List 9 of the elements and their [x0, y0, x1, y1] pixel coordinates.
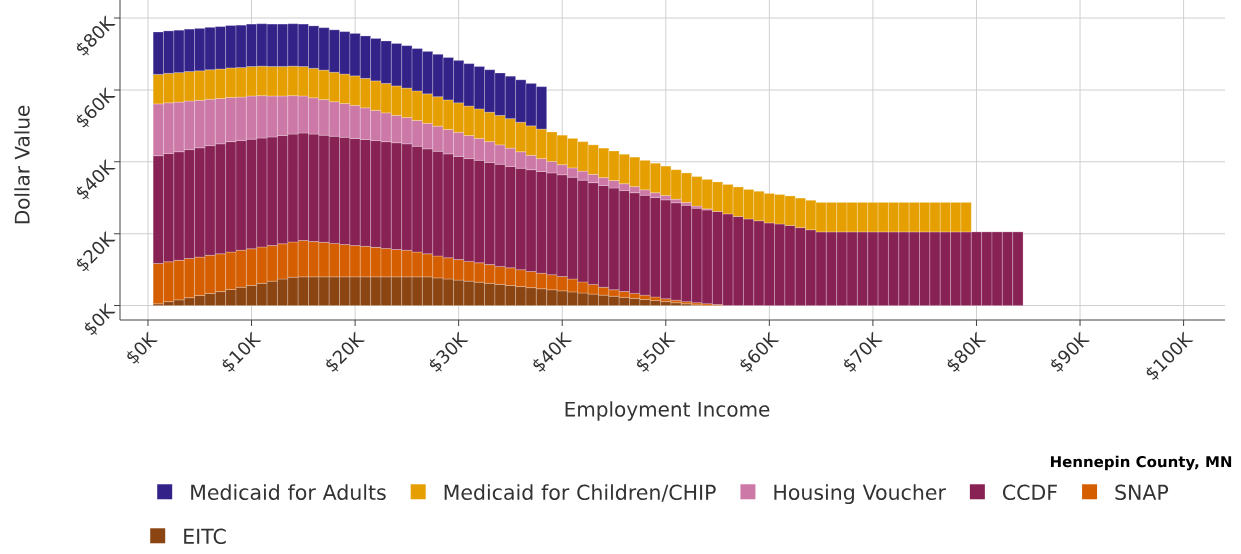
- legend-label: CCDF: [1003, 484, 1057, 501]
- x-axis-title: Employment Income: [565, 401, 770, 421]
- text: Hennepin County, MN: [1050, 455, 1232, 471]
- legend-label: Medicaid for Children/CHIP: [444, 484, 716, 502]
- legend-label: SNAP: [1115, 484, 1169, 501]
- legend-label: Housing Voucher: [774, 484, 946, 505]
- legend-label: EITC: [184, 528, 226, 545]
- y-axis-title: Dollar Value: [14, 105, 30, 224]
- legend-label: Medicaid for Adults: [191, 484, 386, 501]
